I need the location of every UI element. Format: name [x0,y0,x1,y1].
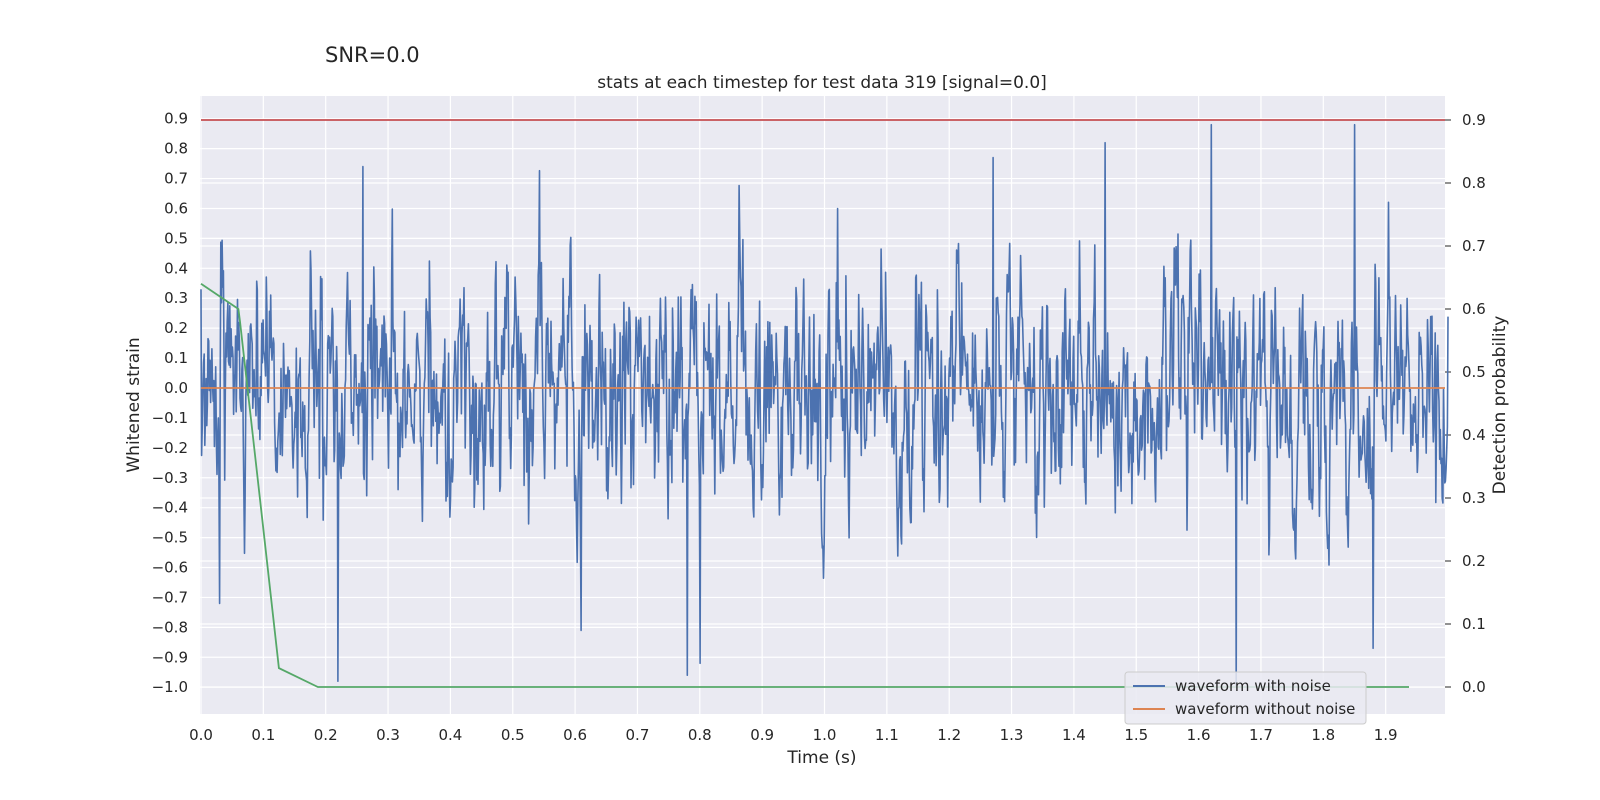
y2-tick-label: 0.9 [1462,111,1486,129]
x-tick-label: 0.4 [438,726,462,744]
y-tick-label: −0.6 [152,559,188,577]
y2-ticks: 0.9 0.8 0.7 0.6 0.5 0.4 0.3 0.2 0.1 0.0 [1445,111,1486,696]
y-tick-label: −0.7 [152,588,188,606]
y-tick-label: −0.9 [152,648,188,666]
y-tick-labels: 0.9 0.8 0.7 0.6 0.5 0.4 0.3 0.2 0.1 0.0 −0.1 −0.2 −0… [152,110,188,696]
y2-axis-label: Detection probability [1490,316,1510,495]
y-tick-label: 0.1 [164,349,188,367]
y-tick-label: −0.8 [152,618,188,636]
legend-box [1124,671,1367,725]
y2-tick-label: 0.4 [1462,426,1486,444]
x-tick-label: 0.2 [314,726,338,744]
plot-area [200,96,1445,714]
x-tick-label: 1.2 [937,726,961,744]
y2-tick-label: 0.8 [1462,174,1486,192]
legend: waveform with noise waveform without noi… [1124,671,1367,725]
x-tick-label: 1.4 [1062,726,1086,744]
x-tick-label: 1.9 [1374,726,1398,744]
y-tick-label: −0.5 [152,529,188,547]
legend-label-clean: waveform without noise [1175,700,1355,718]
series-detection-probability [200,283,1409,688]
y2-tick-label: 0.6 [1462,300,1486,318]
series-waveform-with-noise [200,123,1449,688]
y-tick-label: 0.2 [164,319,188,337]
x-tick-label: 0.9 [750,726,774,744]
y2-tick-label: 0.3 [1462,489,1486,507]
y-tick-label: 0.6 [164,199,188,217]
x-tick-label: 1.5 [1124,726,1148,744]
y2-tick-label: 0.1 [1462,615,1486,633]
y-tick-label: 0.3 [164,289,188,307]
y-tick-label: 0.7 [164,170,188,188]
y2-tick-label: 0.7 [1462,237,1486,255]
y-tick-label: 0.4 [164,259,188,277]
x-tick-label: 1.1 [875,726,899,744]
x-tick-label: 1.3 [1000,726,1024,744]
x-tick-label: 0.7 [626,726,650,744]
x-axis-label: Time (s) [786,748,856,768]
y-tick-label: −0.1 [152,409,188,427]
series-layer [200,119,1449,688]
y-tick-label: 0.5 [164,229,188,247]
y-tick-label: −0.3 [152,469,188,487]
x-tick-label: 0.5 [501,726,525,744]
x-tick-label: 0.8 [688,726,712,744]
grid [200,96,1445,714]
y-tick-label: 0.0 [164,379,188,397]
x-tick-label: 1.7 [1249,726,1273,744]
y2-tick-label: 0.2 [1462,552,1486,570]
suptitle: SNR=0.0 [325,43,420,67]
y-tick-label: −0.4 [152,499,188,517]
x-tick-label: 1.0 [813,726,837,744]
x-tick-label: 0.0 [189,726,213,744]
y2-tick-label: 0.0 [1462,678,1486,696]
x-tick-label: 0.1 [251,726,275,744]
y-axis-label: Whitened strain [124,337,144,472]
x-tick-label: 0.3 [376,726,400,744]
x-tick-label: 1.8 [1311,726,1335,744]
y-tick-label: 0.8 [164,140,188,158]
y-tick-label: −1.0 [152,678,188,696]
x-tick-labels: 0.0 0.1 0.2 0.3 0.4 0.5 0.6 0.7 0.8 0.9 1.0 1.1 1.2 1… [189,726,1398,744]
legend-label-noise: waveform with noise [1175,677,1331,695]
x-tick-label: 0.6 [563,726,587,744]
y2-tick-label: 0.5 [1462,363,1486,381]
x-tick-label: 1.6 [1187,726,1211,744]
chart-title: stats at each timestep for test data 319… [597,73,1047,93]
y-tick-label: 0.9 [164,110,188,128]
y-tick-label: −0.2 [152,439,188,457]
